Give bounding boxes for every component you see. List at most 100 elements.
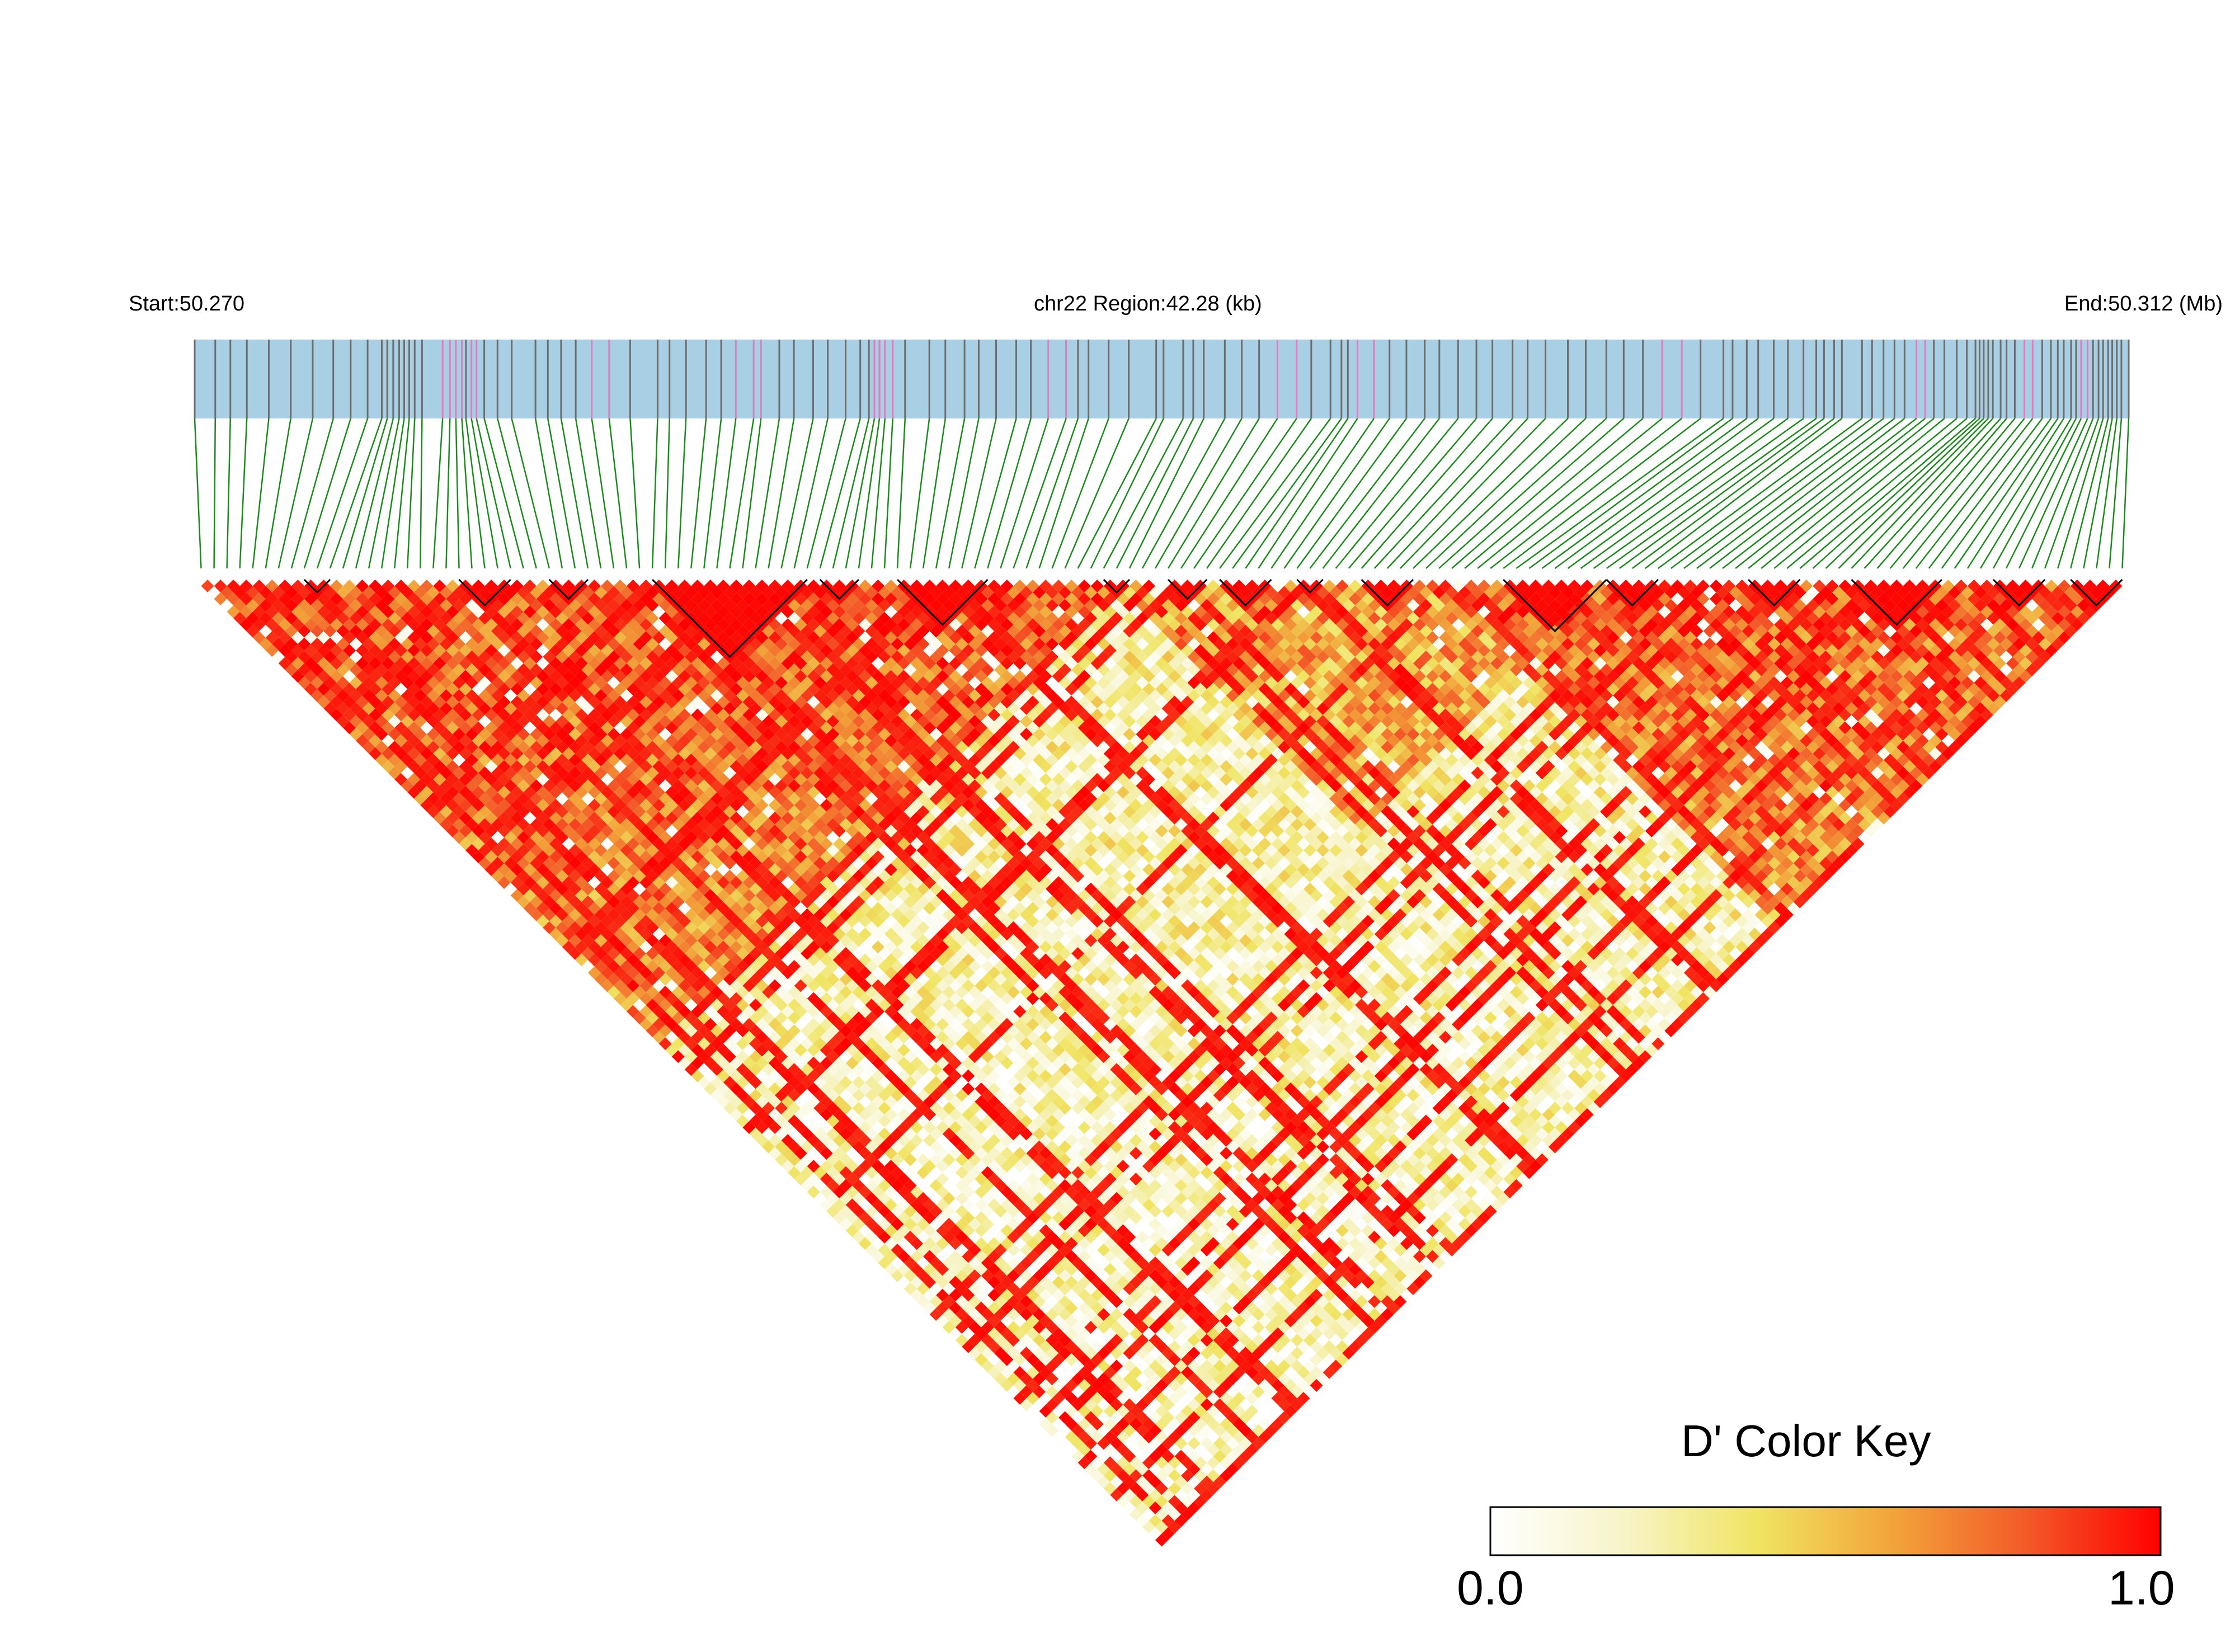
ld-cell	[394, 760, 408, 773]
ld-cell	[878, 1256, 891, 1269]
ld-cell	[794, 1160, 807, 1173]
ld-cell	[1071, 1449, 1085, 1463]
ld-cell	[413, 766, 427, 780]
snp-connector	[677, 418, 687, 569]
snp-connector	[534, 418, 563, 569]
ld-cell	[1013, 1378, 1027, 1392]
ld-cell	[349, 689, 363, 702]
ld-cell	[852, 1179, 865, 1192]
ld-cell	[336, 714, 350, 728]
snp-connector	[1503, 418, 1701, 569]
ld-cell	[1097, 1449, 1111, 1463]
ld-cell	[1033, 1347, 1046, 1360]
ld-cell	[781, 1095, 794, 1108]
ld-cell	[504, 805, 517, 818]
ld-cell	[658, 1024, 672, 1038]
ld-cell	[549, 915, 562, 928]
snp-connector	[1309, 418, 1425, 569]
ld-cell	[1065, 1391, 1078, 1405]
ld-cell	[981, 1359, 994, 1373]
ld-cell	[1071, 1437, 1085, 1450]
snp-connector	[1451, 418, 1625, 569]
ld-cell	[568, 869, 582, 883]
ld-cell	[878, 1192, 891, 1205]
ld-cell	[1174, 1501, 1188, 1514]
ld-cell	[987, 1366, 1001, 1379]
ld-cell	[987, 1301, 1001, 1315]
ld-cell	[929, 1256, 943, 1269]
ld-cell	[1019, 1347, 1033, 1360]
ld-cell	[298, 663, 311, 676]
snp-connector	[575, 418, 602, 569]
ld-cell	[1071, 1385, 1085, 1399]
ld-cell	[839, 1153, 853, 1166]
snp-connector	[591, 418, 615, 569]
ld-cell	[845, 1211, 859, 1225]
ld-cell	[916, 1269, 930, 1283]
snp-connector	[1580, 417, 1789, 570]
ld-cell	[755, 1108, 769, 1121]
ld-cell	[420, 747, 434, 760]
ld-cell	[388, 702, 401, 715]
ld-cell	[1058, 1359, 1072, 1373]
ld-cell	[369, 721, 382, 735]
ld-cell	[942, 1282, 956, 1296]
ld-cell	[871, 1250, 884, 1263]
ld-cell	[285, 663, 298, 676]
snp-connector	[1090, 418, 1164, 569]
snp-connector	[483, 418, 524, 569]
ld-cell	[968, 1269, 981, 1283]
snp-connector	[1528, 417, 1733, 570]
ld-cell	[949, 1327, 962, 1340]
ld-cell	[562, 863, 575, 877]
ld-cell	[413, 728, 427, 741]
ld-cell	[356, 708, 369, 722]
ld-cell	[775, 1102, 788, 1115]
ld-cell	[897, 1224, 911, 1237]
ld-cell	[704, 1069, 717, 1082]
ld-cell	[484, 785, 498, 799]
snp-connector	[819, 418, 861, 569]
ld-cell	[639, 966, 653, 980]
ld-cell	[949, 1288, 962, 1302]
ld-cell	[1142, 1456, 1155, 1470]
ld-cell	[336, 702, 350, 715]
snp-connector	[1013, 418, 1067, 569]
ld-cell	[768, 1095, 782, 1108]
snp-connector	[742, 418, 762, 569]
ld-cell	[975, 1327, 988, 1340]
ld-cell	[1026, 1391, 1039, 1405]
ld-cell	[587, 902, 601, 915]
snp-connector	[1902, 418, 2025, 569]
ld-cell	[607, 985, 620, 999]
ld-cell	[330, 695, 344, 709]
ld-cell	[1097, 1475, 1111, 1489]
ld-cell	[369, 747, 382, 760]
ld-cell	[897, 1237, 911, 1250]
snp-connector	[1167, 418, 1260, 569]
snp-connector	[1141, 418, 1226, 569]
ld-cell	[832, 1160, 846, 1173]
ld-cell	[413, 741, 427, 754]
ld-cell	[330, 644, 344, 657]
ld-cell	[478, 844, 492, 857]
ld-cell	[742, 1082, 756, 1095]
ld-cell	[265, 618, 279, 632]
snp-connector	[1889, 418, 2016, 569]
ld-cell	[472, 798, 485, 812]
ld-cell	[369, 695, 382, 709]
ld-cell	[1103, 1430, 1117, 1444]
ld-cell	[304, 670, 317, 683]
ld-cell	[1013, 1340, 1027, 1353]
ld-cell	[884, 1237, 898, 1250]
ld-cell	[362, 741, 375, 754]
ld-cell	[600, 966, 614, 980]
ld-cell	[949, 1276, 962, 1289]
ld-cell	[1097, 1398, 1111, 1411]
ld-cell	[788, 1153, 801, 1166]
ld-cell	[452, 754, 465, 767]
ld-cell	[852, 1192, 865, 1205]
ld-cell	[1161, 1501, 1175, 1514]
ld-cell	[446, 824, 459, 837]
